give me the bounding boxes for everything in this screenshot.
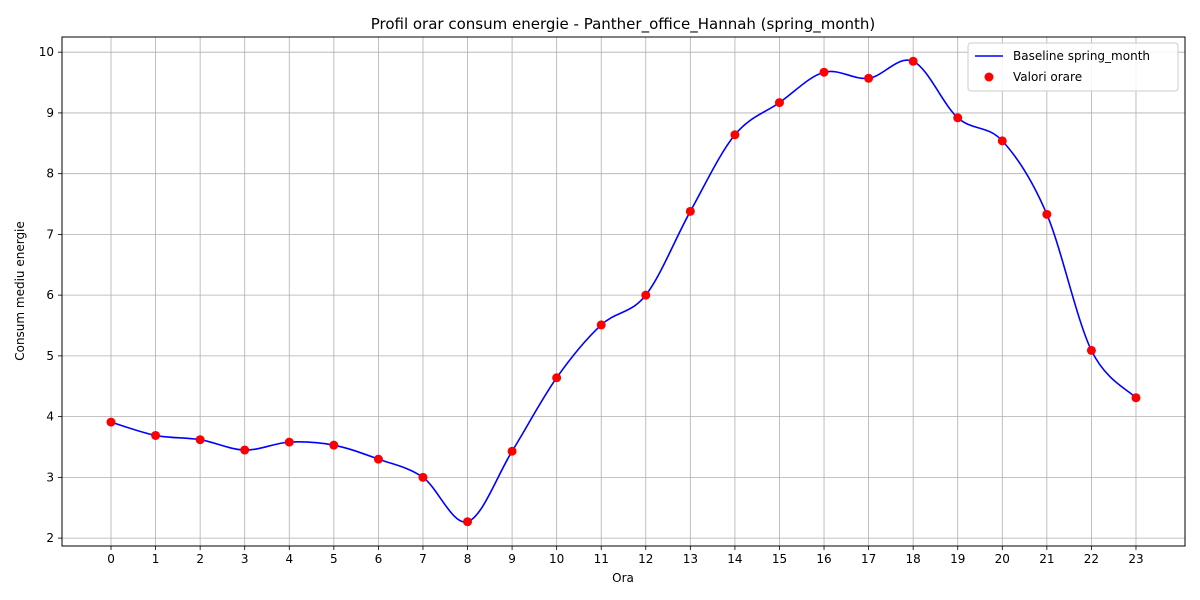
legend-box [967,42,1179,92]
x-tick-label: 9 [508,552,516,566]
hourly-value-point [106,417,116,427]
hourly-value-point [997,136,1007,146]
hourly-value-point [463,517,473,527]
x-tick-label: 23 [1128,552,1143,566]
plot-area [106,56,1141,527]
hourly-value-point [685,206,695,216]
legend: Baseline spring_month Valori orare [967,42,1179,92]
x-tick-label: 20 [995,552,1010,566]
hourly-value-point [552,373,562,383]
x-axis-label: Ora [612,571,634,585]
x-tick-label: 10 [549,552,564,566]
hourly-value-point [507,446,517,456]
y-axis-label: Consum mediu energie [13,221,27,361]
hourly-value-point [329,440,339,450]
y-tick-label: 7 [46,227,54,241]
hourly-value-point [908,56,918,66]
x-tick-label: 22 [1084,552,1099,566]
hourly-value-point [373,454,383,464]
hourly-value-point [864,73,874,83]
x-tick-label: 7 [419,552,427,566]
x-tick-label: 3 [241,552,249,566]
x-tick-label: 17 [861,552,876,566]
y-tick-label: 4 [46,410,54,424]
hourly-value-point [151,430,161,440]
grid [62,37,1185,546]
y-tick-label: 3 [46,470,54,484]
legend-entry-hourly-values: Valori orare [1013,70,1082,84]
hourly-value-point [1042,209,1052,219]
x-tick-label: 19 [950,552,965,566]
hourly-value-point [1086,345,1096,355]
hourly-value-point [1131,393,1141,403]
x-axis: 0 1 2 3 4 5 6 7 8 9 10 11 12 13 14 15 16 17 18 19 20 21 22 23 [107,546,1144,566]
x-tick-label: 14 [727,552,742,566]
x-tick-label: 15 [772,552,787,566]
hourly-value-point [284,437,294,447]
x-tick-label: 11 [594,552,609,566]
hourly-value-point [730,130,740,140]
hourly-value-point [641,290,651,300]
x-tick-label: 18 [906,552,921,566]
legend-entry-baseline: Baseline spring_month [1013,49,1150,63]
y-tick-label: 10 [39,45,54,59]
x-tick-label: 12 [638,552,653,566]
chart-title: Profil orar consum energie - Panther_off… [371,15,876,34]
x-tick-label: 1 [152,552,160,566]
x-tick-label: 8 [464,552,472,566]
y-tick-label: 6 [46,288,54,302]
y-tick-label: 9 [46,106,54,120]
x-tick-label: 2 [196,552,204,566]
x-tick-label: 0 [107,552,115,566]
baseline-series-line [110,59,1137,523]
hourly-value-point [418,472,428,482]
hourly-value-point [195,435,205,445]
legend-marker-swatch [984,72,994,82]
x-tick-label: 6 [375,552,383,566]
x-tick-label: 5 [330,552,338,566]
x-tick-label: 4 [285,552,293,566]
y-tick-label: 5 [46,349,54,363]
hourly-value-point [774,98,784,108]
hourly-value-point [240,445,250,455]
x-tick-label: 13 [683,552,698,566]
y-tick-label: 8 [46,167,54,181]
y-tick-label: 2 [46,531,54,545]
hourly-value-point [953,113,963,123]
x-tick-label: 16 [816,552,831,566]
y-axis: 2 3 4 5 6 7 8 9 10 [39,45,62,545]
x-tick-label: 21 [1039,552,1054,566]
hourly-value-point [596,320,606,330]
hourly-value-point [819,67,829,77]
plot-frame [61,36,1186,547]
